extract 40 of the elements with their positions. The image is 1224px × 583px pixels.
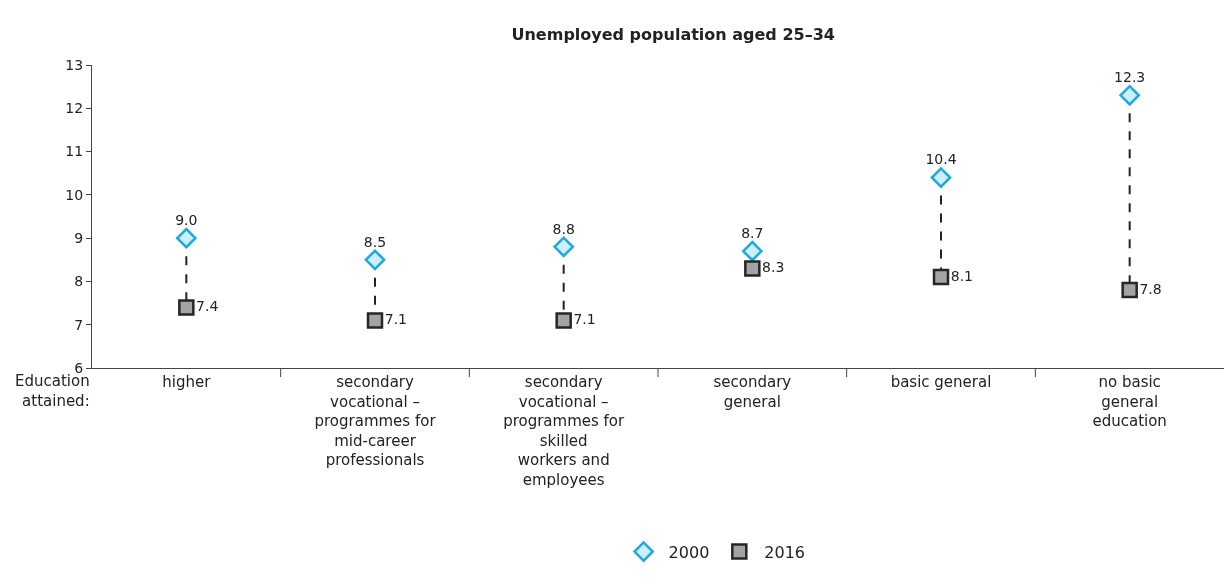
point [178,299,195,316]
data-label: 8.1 [950,267,974,284]
data-label: 7.1 [573,310,596,327]
x-tick-label: secondary vocational – programmes for mid-career professionals [314,373,437,469]
legend-label: 2016 [764,542,806,562]
point [1121,281,1138,299]
point [930,167,952,188]
data-label: 7.1 [384,310,408,327]
data-label: 8.3 [762,258,785,275]
point [744,260,761,277]
data-label: 12.3 [1114,69,1146,86]
point [1119,84,1141,106]
x-tick-label: basic general [890,373,992,391]
x-tick-label: no basic general education [1092,373,1167,430]
point [553,236,575,258]
chart-title: Unemployed population aged 25–34 [511,25,835,45]
data-label: 7.8 [1139,280,1162,297]
data-label: 9.0 [175,211,198,228]
data-label: 10.4 [925,151,957,168]
data-label: 8.7 [741,224,764,241]
y-tick-label: 10 [65,186,84,203]
point [741,240,763,262]
y-tick-label: 9 [74,230,84,247]
data-label: 8.8 [552,220,575,237]
data-label: 8.5 [363,233,387,250]
point [932,268,950,286]
legend-label: 2000 [668,542,710,562]
point [364,249,386,271]
x-tick-label: higher [162,373,212,391]
y-tick-label: 13 [65,56,84,73]
y-tick-label: 12 [65,100,84,117]
data-label: 7.4 [196,297,219,314]
point [175,227,197,249]
point [366,312,384,329]
x-tick-label: secondary general [713,373,792,411]
point [555,312,572,329]
x-tick-label: secondary vocational – programmes for skilled workers and employees [503,373,626,489]
y-tick-label: 7 [74,316,84,333]
y-tick-label: 11 [65,143,84,160]
y-tick-label: 8 [74,273,84,290]
